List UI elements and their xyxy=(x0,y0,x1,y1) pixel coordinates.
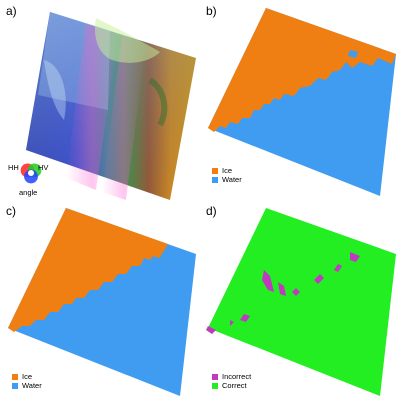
ice-water-map xyxy=(8,208,196,396)
legend-item: Water xyxy=(212,175,242,184)
legend-label-incorrect: Incorrect xyxy=(222,372,252,381)
legend-c: Ice Water xyxy=(12,372,42,390)
legend-item: Incorrect xyxy=(212,372,251,381)
swatch-water xyxy=(212,176,218,183)
legend-label-water: Water xyxy=(22,381,42,390)
legend-item: Correct xyxy=(212,381,251,390)
swatch-ice xyxy=(212,167,218,174)
swatch-ice xyxy=(12,373,18,380)
color-wheel-icon xyxy=(20,163,42,184)
panel-a: a) HH HV angle xyxy=(0,0,200,200)
legend-item: Ice xyxy=(12,372,42,381)
legend-item: Ice xyxy=(212,166,242,175)
panel-b-label: b) xyxy=(206,4,217,18)
legend-label-ice: Ice xyxy=(222,166,233,175)
ice-water-map xyxy=(208,8,396,196)
correctness-map xyxy=(206,208,396,396)
swatch-correct xyxy=(212,382,218,389)
swatch-water xyxy=(12,382,18,389)
panel-b: b) Ice Water xyxy=(200,0,400,200)
wheel-label-angle: angle xyxy=(19,188,38,197)
legend-b: Ice Water xyxy=(212,166,242,184)
sar-composite-image xyxy=(26,12,196,200)
panel-a-label: a) xyxy=(6,4,17,18)
panel-c-label: c) xyxy=(6,204,16,218)
panel-d: d) Incorrect Correct xyxy=(200,200,400,400)
panel-c: c) Ice Water xyxy=(0,200,200,400)
wheel-label-hh: HH xyxy=(8,163,19,172)
legend-d: Incorrect Correct xyxy=(212,372,251,390)
wheel-label-hv: HV xyxy=(38,163,49,172)
legend-label-correct: Correct xyxy=(222,381,247,390)
legend-label-ice: Ice xyxy=(22,372,33,381)
panel-d-label: d) xyxy=(206,204,217,218)
legend-label-water: Water xyxy=(222,175,242,184)
swatch-incorrect xyxy=(212,373,218,380)
legend-item: Water xyxy=(12,381,42,390)
